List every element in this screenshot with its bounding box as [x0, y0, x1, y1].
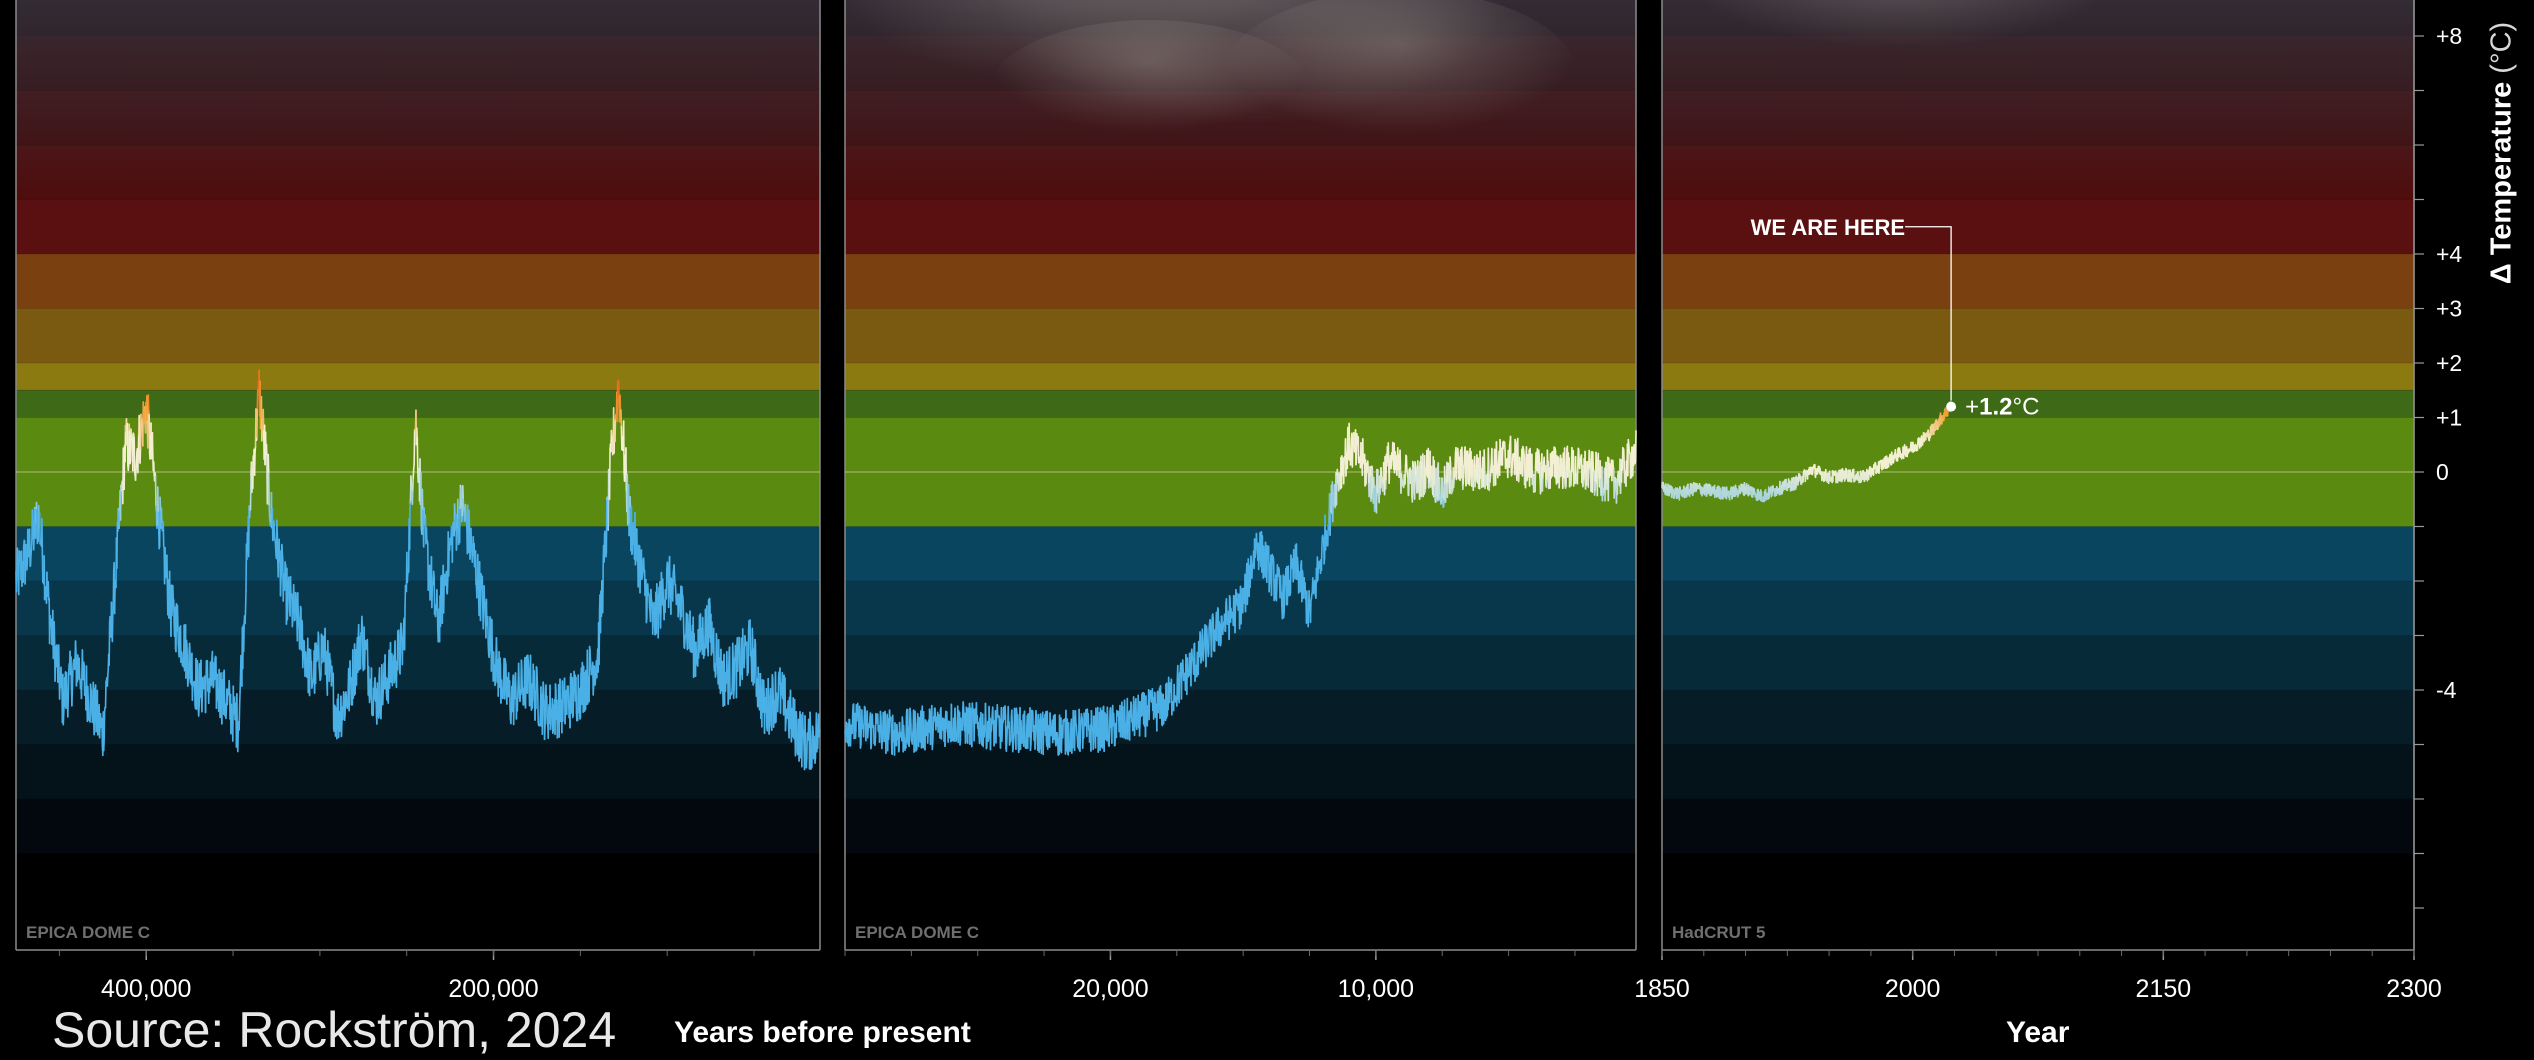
band-0-11	[16, 254, 820, 309]
band-0-10	[16, 309, 820, 364]
band-2-1	[1662, 799, 2414, 854]
band-2-4	[1662, 636, 2414, 691]
band-0-12	[16, 200, 820, 255]
band-0-6	[16, 527, 820, 582]
band-2-0	[1662, 854, 2414, 936]
current-warming-value: +1.2°C	[1965, 394, 2039, 421]
y-axis-title-text: Δ Temperature	[2486, 82, 2518, 284]
band-2-2	[1662, 745, 2414, 800]
we-are-here-label: WE ARE HERE	[1751, 215, 1905, 240]
value-unit: °C	[2012, 394, 2039, 421]
band-2-3	[1662, 690, 2414, 745]
band-1-9	[845, 363, 1636, 390]
band-2-5	[1662, 581, 2414, 636]
x-tick-label: 1850	[1634, 975, 1690, 1003]
y-tick-label: +4	[2436, 241, 2462, 267]
x-tick-label: 2300	[2386, 975, 2442, 1003]
dataset-label: EPICA DOME C	[855, 923, 979, 942]
x-tick-label: 10,000	[1338, 975, 1414, 1003]
y-tick-label: -4	[2436, 677, 2457, 703]
sky-haze	[16, 0, 820, 200]
x-axis-title-year: Year	[2006, 1016, 2069, 1050]
x-tick-label: 400,000	[101, 975, 191, 1003]
band-0-3	[16, 690, 820, 745]
source-caption: Source: Rockström, 2024	[52, 1000, 616, 1060]
band-2-11	[1662, 254, 2414, 309]
y-tick-label: +3	[2436, 296, 2462, 322]
band-1-2	[845, 745, 1636, 800]
x-axis-title-years-before-present: Years before present	[674, 1016, 971, 1050]
band-1-10	[845, 309, 1636, 364]
y-tick-label: +2	[2436, 350, 2462, 376]
y-tick-label: +1	[2436, 405, 2462, 431]
band-2-10	[1662, 309, 2414, 364]
y-axis-title-unit: (°C)	[2486, 22, 2518, 74]
y-axis: -4 0 +1 +2 +3 +4 +8	[2414, 0, 2462, 950]
dataset-label: HadCRUT 5	[1672, 923, 1766, 942]
band-2-6	[1662, 527, 2414, 582]
y-tick-label: +8	[2436, 23, 2462, 49]
we-are-here-dot	[1946, 402, 1956, 412]
band-1-11	[845, 254, 1636, 309]
value-number: 1.2	[1979, 394, 2012, 421]
earth-texture	[16, 0, 2414, 200]
x-tick-label: 2000	[1885, 975, 1941, 1003]
cloud-texture	[990, 20, 1310, 160]
band-0-1	[16, 799, 820, 854]
y-tick-label: 0	[2436, 459, 2449, 485]
x-tick-label: 20,000	[1072, 975, 1148, 1003]
x-tick-label: 2150	[2136, 975, 2192, 1003]
band-1-1	[845, 799, 1636, 854]
x-axes: 400,000 200,000 20,000 10,000 1850 2000 2150 23…	[59, 950, 2441, 1003]
band-0-8	[16, 390, 820, 417]
band-1-8	[845, 390, 1636, 417]
dataset-label: EPICA DOME C	[26, 923, 150, 942]
x-tick-label: 200,000	[448, 975, 538, 1003]
band-1-12	[845, 200, 1636, 255]
band-0-9	[16, 363, 820, 390]
band-2-9	[1662, 363, 2414, 390]
value-prefix: +	[1965, 394, 1979, 421]
y-axis-title: Δ Temperature (°C)	[2472, 8, 2532, 298]
band-0-2	[16, 745, 820, 800]
band-1-6	[845, 527, 1636, 582]
band-1-4	[845, 636, 1636, 691]
